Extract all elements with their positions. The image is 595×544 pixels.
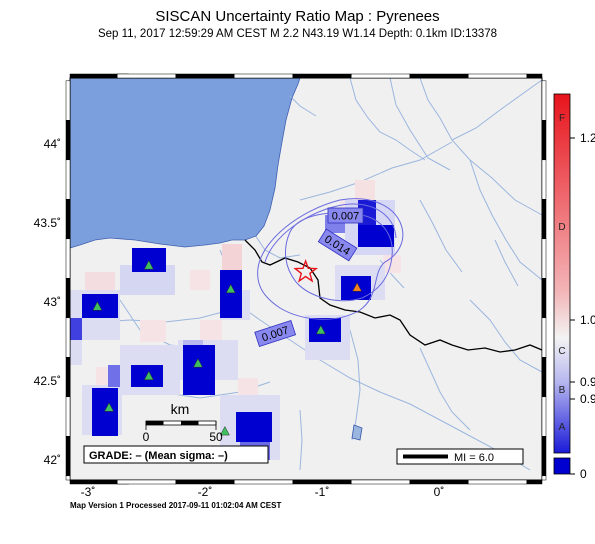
national-border bbox=[244, 239, 543, 353]
colorbar-grade-b: B bbox=[559, 385, 566, 396]
colorbar-value-0-9-b: 0.9 bbox=[580, 392, 595, 406]
longitude-tick-label: -1˚ bbox=[315, 485, 330, 499]
station-triangle-icon bbox=[104, 402, 114, 412]
uncertainty-grid bbox=[70, 180, 401, 460]
epicenter-star-icon bbox=[293, 258, 319, 283]
station-triangle-icon bbox=[219, 426, 230, 436]
bay-of-biscay bbox=[70, 78, 300, 248]
colorbar-value-1-0: 1.0 bbox=[580, 313, 595, 327]
scale-bar-title: km bbox=[171, 401, 190, 417]
colorbar-grade-a: A bbox=[559, 422, 566, 433]
latitude-tick-label: 44˚ bbox=[44, 137, 61, 151]
station-triangle-icon bbox=[143, 370, 154, 381]
colorbar-grade-f: F bbox=[559, 113, 565, 124]
station-triangle-icon bbox=[352, 282, 363, 292]
longitude-tick-label: -3˚ bbox=[81, 485, 96, 499]
mi-legend: MI = 6.0 bbox=[396, 448, 524, 465]
map-frame bbox=[65, 73, 547, 485]
station-triangle-icon bbox=[193, 358, 203, 368]
stations bbox=[92, 260, 363, 436]
event-subtitle: Sep 11, 2017 12:59:29 AM CEST M 2.2 N43.… bbox=[97, 28, 498, 40]
colorbar-grade-d: D bbox=[558, 222, 565, 233]
colorbar-value-1-2: 1.2 bbox=[580, 131, 595, 145]
contour-label-0007-top: 0.007 bbox=[332, 211, 360, 223]
scale-bar: km 0 50 bbox=[143, 401, 223, 444]
grade-text: GRADE: – (Mean sigma: –) bbox=[89, 450, 228, 462]
colorbar-grade-c: C bbox=[558, 346, 565, 357]
station-triangle-icon bbox=[225, 283, 236, 294]
mi-legend-text: MI = 6.0 bbox=[454, 452, 494, 464]
colorbar-value-0-9-a: 0.9 bbox=[580, 375, 595, 389]
station-triangle-icon bbox=[315, 324, 326, 335]
epicenter-layer bbox=[293, 258, 319, 283]
longitude-tick-label: -2˚ bbox=[198, 485, 213, 499]
latitude-tick-label: 42.5˚ bbox=[34, 374, 61, 388]
colorbar: F D C B A 1.2 1.0 0.9 0.9 0 bbox=[553, 93, 595, 481]
station-triangle-icon bbox=[143, 260, 154, 270]
processing-footer: Map Version 1 Processed 2017-09-11 01:02… bbox=[70, 501, 282, 510]
latitude-labels: 44˚ 43.5˚ 43˚ 42.5˚ 42˚ bbox=[34, 137, 61, 467]
colorbar-value-0: 0 bbox=[580, 467, 587, 481]
scale-bar-end: 50 bbox=[209, 430, 223, 444]
latitude-tick-label: 43.5˚ bbox=[34, 216, 61, 230]
longitude-tick-label: 0˚ bbox=[434, 485, 445, 499]
colorbar-below-swatch bbox=[553, 457, 571, 475]
reservoir bbox=[351, 424, 363, 441]
latitude-tick-label: 42˚ bbox=[44, 453, 61, 467]
grade-box: GRADE: – (Mean sigma: –) bbox=[83, 445, 269, 464]
longitude-labels: -3˚ -2˚ -1˚ 0˚ bbox=[81, 485, 445, 499]
rivers bbox=[69, 77, 543, 471]
map-title: SISCAN Uncertainty Ratio Map : Pyrenees bbox=[155, 8, 440, 25]
latitude-tick-label: 43˚ bbox=[44, 295, 61, 309]
station-triangle-icon bbox=[92, 301, 103, 311]
scale-bar-start: 0 bbox=[143, 430, 150, 444]
